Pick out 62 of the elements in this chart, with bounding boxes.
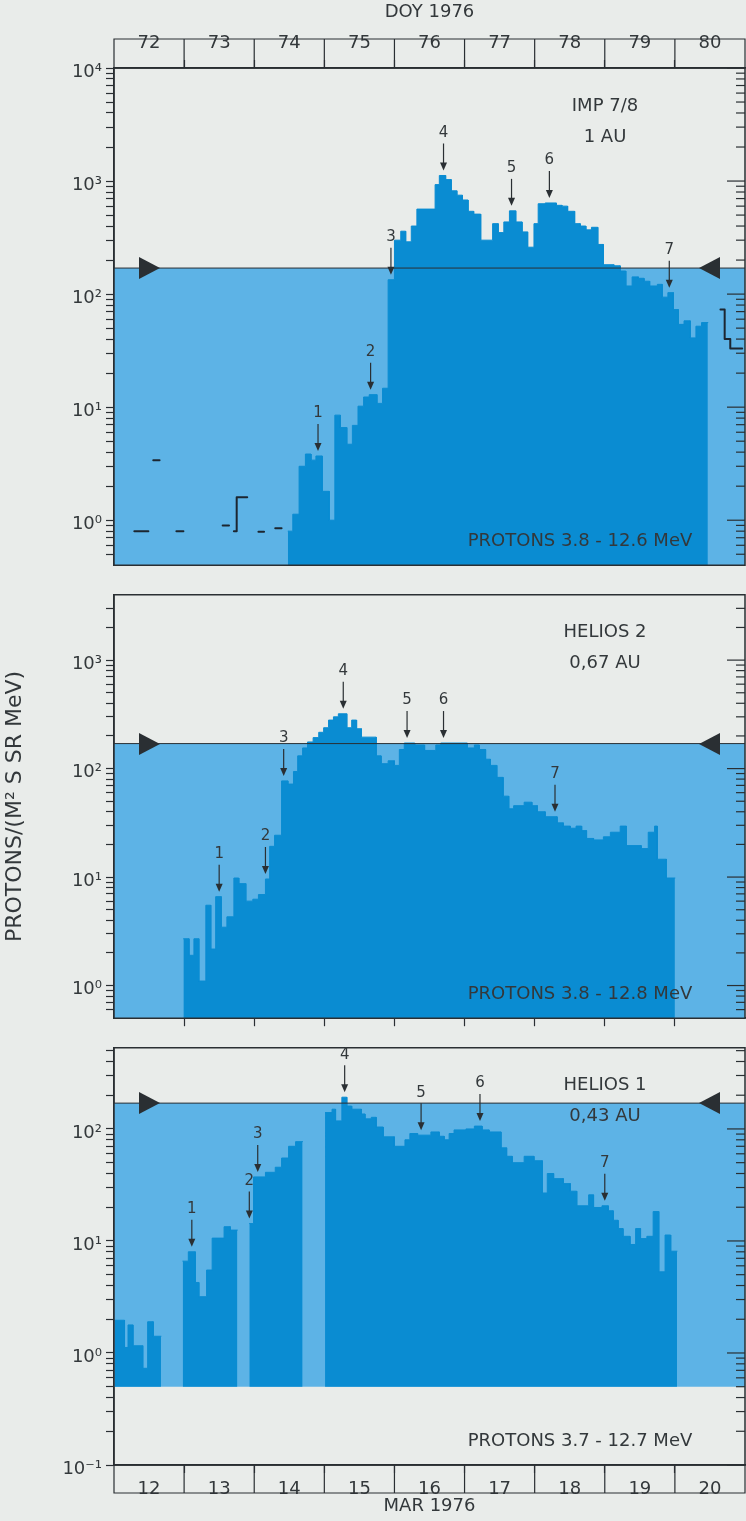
y-tick-label: 10² bbox=[71, 760, 102, 782]
annotation: 1 AU bbox=[583, 124, 627, 146]
annotation: 3 bbox=[278, 728, 289, 747]
annotation: 5 bbox=[416, 1082, 426, 1101]
annotation: PROTONS 3.8 - 12.6 MeV bbox=[467, 528, 693, 550]
annotation: 0,67 AU bbox=[569, 651, 641, 673]
x-tick-label: 19 bbox=[628, 1477, 652, 1499]
x-tick-label: 80 bbox=[698, 30, 722, 52]
annotation: 7 bbox=[664, 240, 675, 259]
y-tick-label: 10³ bbox=[71, 172, 102, 194]
annotation: 2 bbox=[260, 826, 271, 845]
annotation: 2 bbox=[244, 1170, 255, 1189]
annotation: 6 bbox=[438, 690, 449, 709]
annotation: 7 bbox=[600, 1153, 610, 1172]
x-tick-label: 73 bbox=[207, 30, 231, 52]
annotation: 6 bbox=[475, 1073, 485, 1092]
x-tick-label: 78 bbox=[558, 30, 582, 52]
x-tick-label: 79 bbox=[628, 30, 652, 52]
y-tick-label: 10¹ bbox=[71, 1232, 102, 1254]
x-tick-label: 17 bbox=[488, 1477, 512, 1499]
x-tick-label: 76 bbox=[418, 30, 441, 52]
x-tick-label: 12 bbox=[137, 1477, 161, 1499]
x-tick-label: 77 bbox=[488, 30, 512, 52]
annotation: 7 bbox=[550, 764, 560, 783]
annotation: 1 bbox=[187, 1199, 197, 1218]
y-tick-label: 10² bbox=[71, 1120, 102, 1142]
annotation: PROTONS 3.8 - 12.8 MeV bbox=[467, 981, 693, 1003]
y-tick-label: 10⁰ bbox=[71, 1344, 102, 1366]
annotation: HELIOS 2 bbox=[563, 620, 647, 642]
y-tick-label: 10⁰ bbox=[71, 511, 102, 533]
annotation: IMP 7/8 bbox=[571, 93, 639, 115]
annotation: HELIOS 1 bbox=[563, 1073, 647, 1095]
y-tick-label: 10² bbox=[71, 285, 102, 307]
x-tick-label: 15 bbox=[347, 1477, 371, 1499]
annotation: 4 bbox=[338, 661, 349, 680]
y-axis-title: PROTONS/(M² S SR MeV) bbox=[0, 670, 26, 943]
y-tick-label: 10⁴ bbox=[71, 59, 102, 81]
annotation: 5 bbox=[506, 158, 517, 177]
annotation: 2 bbox=[365, 342, 376, 361]
annotation: PROTONS 3.7 - 12.7 MeV bbox=[467, 1428, 693, 1450]
y-tick-label: 10⁰ bbox=[71, 977, 102, 999]
annotation: 4 bbox=[438, 122, 449, 141]
annotation: 3 bbox=[252, 1124, 263, 1143]
x-axis-title: DOY 1976 bbox=[384, 0, 475, 22]
y-tick-label: 10⁻¹ bbox=[62, 1456, 102, 1478]
x-tick-label: 18 bbox=[558, 1477, 582, 1499]
x-tick-label: 20 bbox=[698, 1477, 722, 1499]
y-tick-label: 10¹ bbox=[71, 868, 102, 890]
y-tick-label: 10¹ bbox=[71, 398, 102, 420]
annotation: 4 bbox=[339, 1044, 350, 1063]
annotation: 3 bbox=[386, 227, 396, 246]
x-tick-label: 14 bbox=[277, 1477, 301, 1499]
x-tick-label: 75 bbox=[347, 30, 371, 52]
annotation: 5 bbox=[402, 690, 412, 709]
x-tick-label: 74 bbox=[277, 30, 301, 52]
annotation: 6 bbox=[544, 150, 555, 169]
annotation: 0,43 AU bbox=[569, 1104, 641, 1126]
annotation: 1 bbox=[214, 844, 224, 863]
y-tick-label: 10³ bbox=[71, 651, 102, 673]
annotation: 1 bbox=[313, 403, 323, 422]
x-tick-label: 13 bbox=[207, 1477, 231, 1499]
x-tick-label: 72 bbox=[137, 30, 161, 52]
